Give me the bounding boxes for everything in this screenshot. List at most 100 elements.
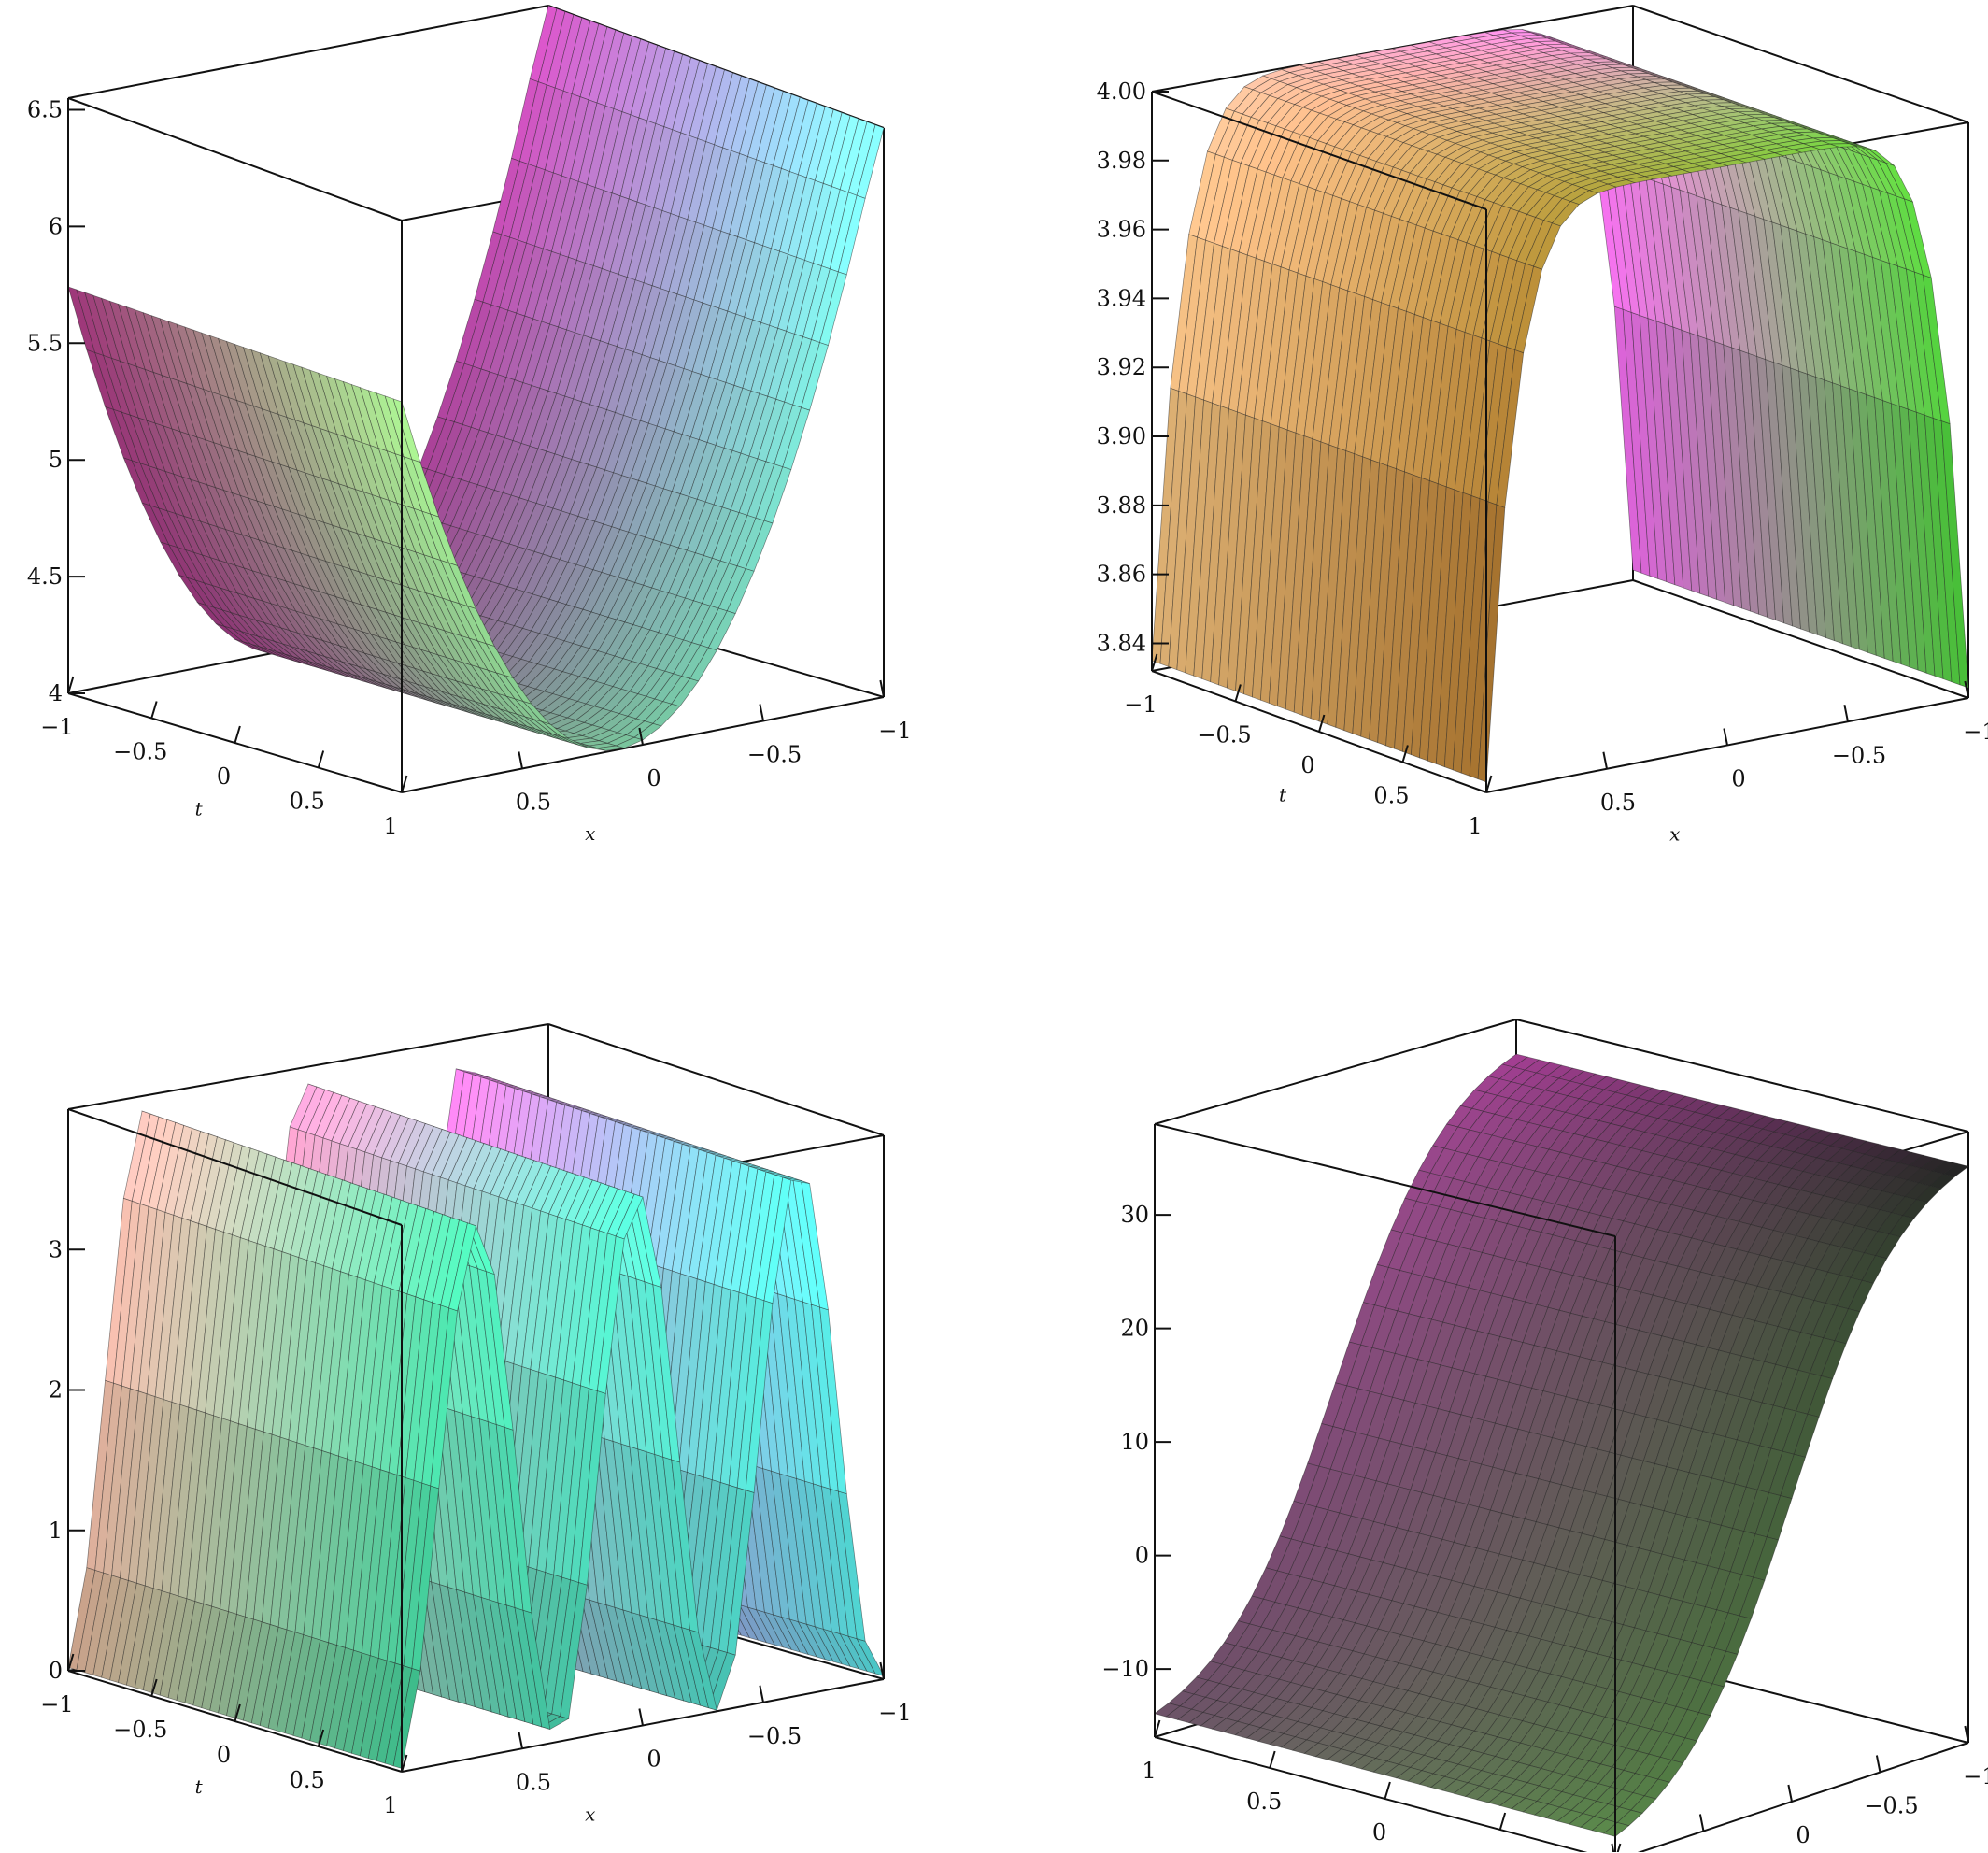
t-axis-tick [1401,745,1409,763]
t-axis-label: −1 [1124,691,1157,718]
x-axis: 0.5 0 −0.5 −1 [516,679,912,816]
t-axis-tick [1318,714,1326,733]
t-axis: −1 −0.5 0 0.5 1 [40,676,408,839]
box-edge-back-3 [1515,1019,1969,1133]
t-axis-label: −0.5 [1197,722,1251,748]
t-axis-label: 0.5 [290,789,325,815]
surface-plot-2: 3.84 3.86 3.88 3.90 3.92 3.94 3.96 3.98 4.00 −1 −0… [1097,5,1988,846]
t-axis-tick [1234,684,1242,702]
x-axis-label: −0.5 [747,742,802,768]
t-axis-tick [1964,1725,1969,1744]
box-front-edges [1154,1123,1616,1852]
surface-facet [1477,504,1506,783]
z-axis-label: 3.84 [1097,630,1146,656]
t-axis-label: −0.5 [113,739,167,765]
x-axis-label: 0 [1372,1819,1386,1846]
box-edge-back-3 [547,1023,885,1136]
z-axis-label: 6 [49,213,63,239]
z-axis-label: 4.5 [27,563,63,590]
z-axis-label: 0 [1135,1543,1149,1569]
t-axis-name: t [195,1775,204,1798]
x-axis-tick [1843,705,1849,722]
z-axis-label: 3.92 [1097,354,1146,380]
t-axis-tick [1875,1755,1882,1773]
z-axis-label: 3.94 [1097,285,1146,311]
z-axis-label: 6.5 [27,96,63,122]
x-axis-tick [759,1685,764,1703]
t-axis-tick [1611,1843,1615,1852]
x-axis-tick [759,704,764,721]
x-axis-tick [1498,1812,1507,1831]
x-axis: 10.50−0.5−1 [1142,1719,1622,1852]
z-axis-label: 4.00 [1097,78,1146,105]
box-edge-back-4 [67,1023,549,1110]
z-axis-label: 10 [1120,1429,1149,1455]
box-edge-back-1 [1632,579,1969,699]
t-axis-tick [401,1754,408,1773]
z-axis-label: 0 [49,1658,63,1684]
t-axis-label: −1 [40,714,73,740]
t-axis-tick [1698,1814,1705,1832]
z-axis-label: 3.96 [1097,217,1146,243]
z-axis: 3.84 3.86 3.88 3.90 3.92 3.94 3.96 3.98 4.00 [1097,78,1169,656]
x-axis-tick [879,1661,885,1680]
x-axis-label: 0.5 [1246,1789,1282,1815]
x-axis-label: 0.5 [1600,790,1636,816]
t-axis-label: −1 [1963,1763,1988,1789]
x-axis-tick [1154,1719,1161,1738]
z-axis-label: 30 [1120,1202,1149,1228]
box-edge-front-3 [67,97,403,221]
x-axis-name: x [1329,1850,1340,1852]
x-axis-label: −1 [1963,719,1988,745]
box-front-edges [67,97,403,793]
surface-mesh [67,1068,885,1769]
surface-mesh [67,5,885,751]
x-axis-tick [1723,728,1728,746]
box-edge-front-3 [1151,91,1487,210]
x-axis-tick [1269,1750,1276,1769]
x-axis-name: x [585,1803,595,1825]
t-axis-label: 0 [217,763,231,790]
t-axis-label: 1 [1468,813,1482,839]
t-axis-label: 0 [1300,752,1314,778]
x-axis-label: 0.5 [516,790,551,816]
t-axis-tick [317,750,325,768]
t-axis-label: −0.5 [1864,1793,1918,1819]
t-axis-name: t [1279,783,1287,805]
x-axis-label: −0.5 [1468,1850,1522,1852]
z-axis: 0 1 2 3 [49,1236,85,1684]
x-axis-tick [879,679,885,698]
z-axis: 4 4.5 5 5.5 6 6.5 [27,96,85,706]
z-axis-label: 3.86 [1097,562,1146,588]
z-axis-label: 4 [49,680,63,706]
z-axis-label: 3 [49,1236,63,1262]
x-axis-label: 0.5 [516,1769,551,1795]
box-edge-back-3 [1632,5,1969,123]
surface-facet [392,398,421,463]
t-axis-tick [234,725,241,744]
t-axis-name: t [195,797,204,820]
t-axis-tick [67,676,75,694]
t-axis-label: 0 [1796,1822,1810,1848]
box-edge-back-4 [1154,1019,1517,1125]
x-axis-label: −0.5 [747,1723,802,1749]
x-axis-tick [518,1732,523,1749]
t-axis: −1 −0.5 0 0.5 1 [40,1653,408,1818]
z-axis-label: 5 [49,447,63,473]
x-axis-name: x [585,822,595,845]
t-axis-tick [234,1703,241,1722]
z-axis: −10 0 10 20 30 [1101,1202,1172,1682]
z-axis-label: 5.5 [27,330,63,356]
z-axis-label: 1 [49,1518,63,1544]
x-axis-label: 0 [646,1746,660,1773]
t-axis-tick [150,701,158,719]
z-axis-label: 3.90 [1097,423,1146,449]
x-axis-label: 1 [1142,1758,1156,1784]
x-axis: 0.5 0 −0.5 −1 [1600,680,1988,816]
z-axis-label: −10 [1101,1656,1149,1682]
x-axis-name: x [1669,823,1680,846]
surface-mesh [1154,1053,1969,1837]
t-axis-tick [67,1653,75,1672]
chart-panel-1: 4 4.5 5 5.5 6 6.5 −1 −0.5 0 0.5 1 0.5 0 −0.5 −1 t x [0,0,994,926]
